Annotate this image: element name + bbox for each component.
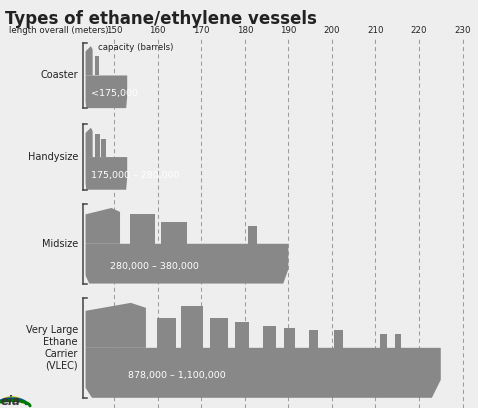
Text: 170: 170 [193, 26, 209, 35]
Polygon shape [86, 244, 288, 284]
Text: Types of ethane/ethylene vessels: Types of ethane/ethylene vessels [5, 10, 316, 28]
Text: Very Large
Ethane
Carrier
(VLEC): Very Large Ethane Carrier (VLEC) [26, 326, 78, 370]
Polygon shape [86, 303, 146, 348]
FancyBboxPatch shape [395, 334, 401, 348]
FancyBboxPatch shape [334, 330, 343, 348]
Polygon shape [86, 348, 441, 398]
FancyBboxPatch shape [309, 330, 318, 348]
Text: 210: 210 [367, 26, 384, 35]
Text: 878,000 – 1,100,000: 878,000 – 1,100,000 [128, 371, 226, 380]
Text: 230: 230 [454, 26, 471, 35]
Text: 190: 190 [280, 26, 296, 35]
FancyBboxPatch shape [248, 226, 257, 244]
Text: 220: 220 [411, 26, 427, 35]
Text: capacity (barrels): capacity (barrels) [98, 43, 174, 52]
Polygon shape [86, 75, 127, 108]
Text: Coaster: Coaster [40, 71, 78, 80]
Text: 200: 200 [324, 26, 340, 35]
Text: 160: 160 [150, 26, 166, 35]
Text: 150: 150 [106, 26, 122, 35]
FancyBboxPatch shape [210, 318, 228, 348]
Text: Midsize: Midsize [42, 239, 78, 249]
Text: length overall (meters):: length overall (meters): [10, 26, 112, 35]
Text: 280,000 – 380,000: 280,000 – 380,000 [110, 262, 199, 271]
FancyBboxPatch shape [101, 139, 107, 157]
Polygon shape [86, 128, 93, 157]
Polygon shape [86, 157, 127, 190]
FancyBboxPatch shape [95, 133, 100, 157]
Polygon shape [86, 46, 93, 75]
FancyBboxPatch shape [95, 56, 99, 75]
FancyBboxPatch shape [130, 213, 154, 244]
FancyBboxPatch shape [380, 334, 388, 348]
FancyBboxPatch shape [157, 318, 176, 348]
FancyBboxPatch shape [235, 322, 249, 348]
Text: eia: eia [1, 395, 21, 408]
FancyBboxPatch shape [182, 306, 203, 348]
Polygon shape [86, 208, 120, 244]
Text: 180: 180 [237, 26, 253, 35]
FancyBboxPatch shape [161, 222, 187, 244]
FancyBboxPatch shape [284, 328, 295, 348]
FancyBboxPatch shape [263, 326, 276, 348]
Text: <175,000: <175,000 [90, 89, 138, 98]
Text: 175,000 – 280,000: 175,000 – 280,000 [90, 171, 179, 180]
Text: Handysize: Handysize [28, 152, 78, 162]
